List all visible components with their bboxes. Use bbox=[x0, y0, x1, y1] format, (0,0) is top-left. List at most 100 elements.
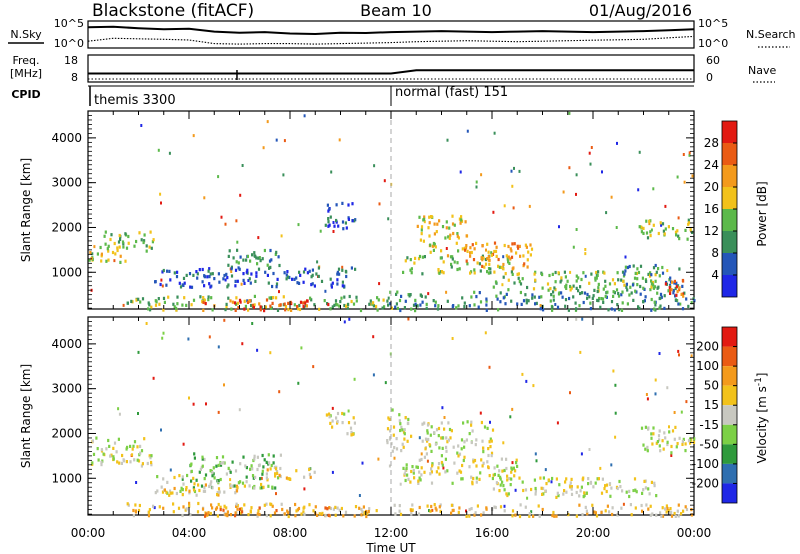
power-echo-cell bbox=[154, 280, 157, 284]
velocity-echo-cell bbox=[418, 476, 421, 480]
power-scatter-point bbox=[217, 175, 220, 179]
velocity-echo-cell bbox=[138, 503, 141, 508]
velocity-echo-cell bbox=[491, 476, 494, 481]
power-echo-cell bbox=[302, 280, 305, 284]
velocity-echo-cell bbox=[642, 443, 645, 447]
velocity-echo-cell bbox=[251, 474, 255, 478]
velocity-echo-cell bbox=[431, 464, 434, 468]
velocity-echo-cell bbox=[243, 503, 246, 507]
power-echo-cell bbox=[203, 284, 206, 288]
power-echo-cell bbox=[674, 298, 677, 302]
power-echo-cell bbox=[589, 307, 592, 311]
power-echo-cell bbox=[510, 249, 513, 253]
velocity-echo-cell bbox=[165, 490, 168, 494]
power-echo-cell bbox=[455, 306, 458, 310]
power-echo-cell bbox=[449, 233, 452, 237]
power-echo-cell bbox=[236, 248, 239, 252]
power-echo-cell bbox=[552, 298, 555, 302]
power-echo-cell bbox=[572, 284, 575, 288]
power-echo-cell bbox=[355, 299, 358, 303]
power-echo-cell bbox=[601, 297, 605, 301]
nave-tick-top: 60 bbox=[706, 54, 720, 67]
power-echo-cell bbox=[276, 308, 280, 312]
power-colorbar-segment bbox=[722, 253, 737, 275]
power-echo-cell bbox=[617, 291, 620, 296]
velocity-echo-cell bbox=[171, 491, 174, 495]
velocity-scatter-point bbox=[489, 420, 491, 424]
velocity-echo-cell bbox=[674, 514, 677, 518]
power-echo-cell bbox=[342, 227, 345, 231]
velocity-scatter-point bbox=[632, 489, 635, 493]
velocity-echo-cell bbox=[257, 509, 260, 513]
power-echo-cell bbox=[416, 304, 419, 308]
velocity-echo-cell bbox=[131, 447, 134, 451]
power-echo-cell bbox=[282, 295, 285, 299]
velocity-scatter-point bbox=[275, 492, 277, 496]
power-echo-cell bbox=[382, 298, 385, 302]
power-echo-cell bbox=[479, 300, 483, 304]
power-echo-cell bbox=[645, 279, 648, 283]
velocity-echo-cell bbox=[217, 493, 220, 497]
power-scatter-point bbox=[588, 151, 591, 155]
velocity-echo-cell bbox=[235, 489, 239, 493]
power-echo-cell bbox=[674, 286, 677, 291]
velocity-scatter-point bbox=[654, 392, 657, 396]
power-scatter-point bbox=[652, 187, 655, 191]
power-echo-cell bbox=[275, 282, 279, 286]
velocity-echo-cell bbox=[139, 451, 142, 455]
velocity-echo-cell bbox=[331, 419, 334, 423]
power-echo-cell bbox=[599, 305, 602, 309]
power-echo-cell bbox=[237, 305, 240, 310]
velocity-echo-cell bbox=[541, 507, 544, 512]
velocity-echo-cell bbox=[393, 503, 396, 507]
velocity-colorbar-tick-label: -15 bbox=[699, 418, 719, 432]
power-echo-cell bbox=[306, 271, 309, 275]
velocity-echo-cell bbox=[375, 509, 378, 513]
power-echo-cell bbox=[485, 308, 488, 312]
power-echo-cell bbox=[341, 280, 344, 284]
power-echo-cell bbox=[264, 270, 267, 274]
velocity-echo-cell bbox=[189, 463, 192, 467]
noise-tick-bottom-left: 10^0 bbox=[54, 37, 84, 50]
velocity-scatter-point bbox=[599, 466, 602, 470]
power-echo-cell bbox=[334, 302, 337, 306]
velocity-echo-cell bbox=[239, 480, 242, 484]
power-echo-cell bbox=[381, 306, 384, 310]
power-echo-cell bbox=[575, 307, 578, 311]
power-scatter-point bbox=[480, 173, 483, 177]
power-echo-cell bbox=[409, 293, 412, 297]
power-echo-cell bbox=[434, 300, 437, 304]
power-echo-cell bbox=[650, 279, 653, 283]
velocity-echo-cell bbox=[474, 443, 477, 447]
power-scatter-point bbox=[373, 164, 376, 168]
power-echo-cell bbox=[663, 306, 666, 310]
power-echo-cell bbox=[493, 270, 496, 274]
power-echo-cell bbox=[551, 272, 554, 276]
power-echo-cell bbox=[302, 301, 305, 305]
power-echo-cell bbox=[617, 294, 621, 298]
power-echo-cell bbox=[249, 259, 252, 263]
velocity-echo-cell bbox=[250, 464, 253, 468]
power-echo-cell bbox=[480, 256, 483, 260]
power-echo-cell bbox=[145, 244, 148, 248]
velocity-echo-cell bbox=[147, 514, 151, 518]
velocity-echo-cell bbox=[437, 466, 440, 470]
power-echo-cell bbox=[278, 263, 281, 268]
power-echo-cell bbox=[421, 255, 424, 259]
power-echo-cell bbox=[625, 285, 628, 289]
velocity-echo-cell bbox=[682, 437, 685, 441]
power-echo-cell bbox=[525, 298, 528, 302]
velocity-echo-cell bbox=[666, 442, 669, 447]
velocity-echo-cell bbox=[253, 486, 256, 490]
power-echo-cell bbox=[209, 285, 212, 289]
velocity-echo-cell bbox=[458, 506, 461, 510]
velocity-echo-cell bbox=[256, 514, 259, 518]
velocity-echo-cell bbox=[256, 455, 259, 459]
power-echo-cell bbox=[504, 302, 507, 306]
velocity-scatter-point bbox=[646, 397, 649, 401]
power-echo-cell bbox=[152, 238, 155, 242]
power-scatter-point bbox=[280, 234, 283, 238]
power-echo-cell bbox=[518, 280, 521, 284]
velocity-echo-cell bbox=[329, 506, 332, 511]
power-echo-cell bbox=[607, 308, 610, 312]
